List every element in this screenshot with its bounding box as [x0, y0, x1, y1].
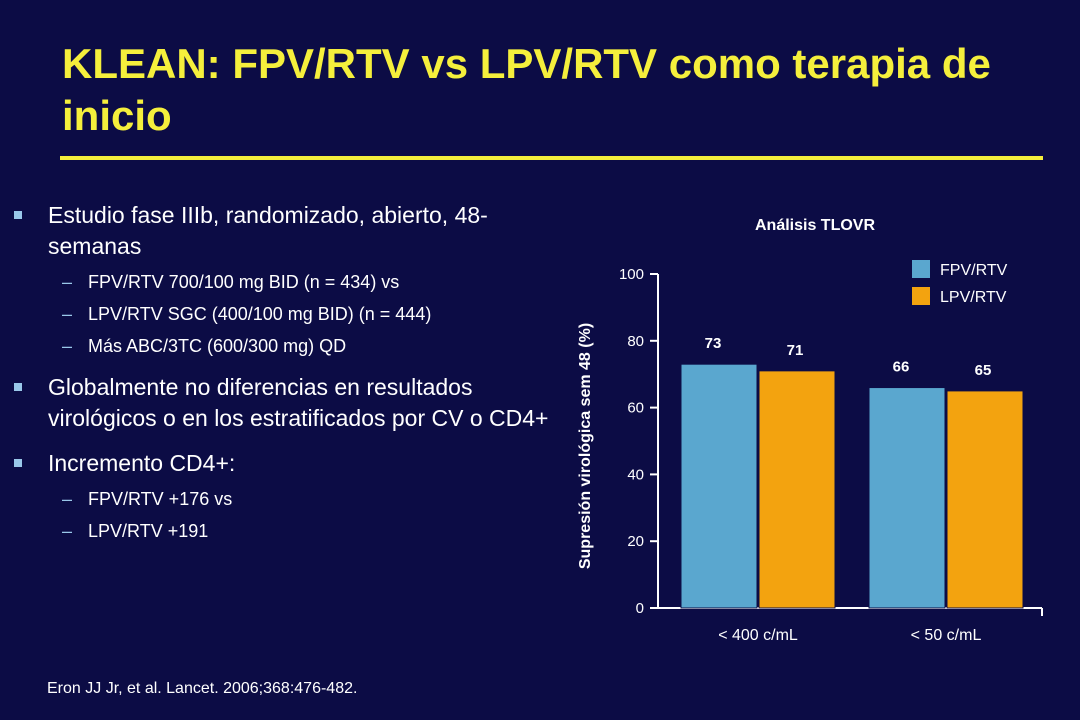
bullet-square-icon — [14, 211, 22, 219]
dash-icon: – — [62, 272, 73, 292]
y-tick-label: 100 — [619, 266, 644, 283]
bullet-study-design: Estudio fase IIIb, randomizado, abierto,… — [14, 200, 554, 262]
slide-title: KLEAN: FPV/RTV vs LPV/RTV como terapia d… — [62, 40, 991, 139]
dash-icon: – — [62, 489, 73, 509]
title-underline — [60, 156, 1043, 160]
chart-title: Análisis TLOVR — [755, 217, 875, 234]
bullet-square-icon — [14, 383, 22, 391]
bullet-cd4-increase: Incremento CD4+: — [14, 448, 554, 479]
dash-icon: – — [62, 521, 73, 541]
sub-bullet-text: Más ABC/3TC (600/300 mg) QD — [88, 336, 347, 356]
bar-chart: Análisis TLOVR Supresión virológica sem 4… — [577, 217, 1043, 644]
bullet-list: Estudio fase IIIb, randomizado, abierto,… — [14, 200, 554, 543]
bar-data-label: 66 — [893, 359, 910, 376]
bullet-text: Estudio fase IIIb, randomizado, abierto,… — [48, 202, 488, 259]
bar — [946, 390, 1024, 609]
bullet-no-differences: Globalmente no diferencias en resultados… — [14, 372, 554, 434]
bar — [758, 370, 836, 609]
citation: Eron JJ Jr, et al. Lancet. 2006;368:476-… — [47, 680, 358, 697]
legend-label: FPV/RTV — [940, 262, 1008, 279]
dash-icon: – — [62, 336, 73, 356]
x-category-label: < 400 c/mL — [718, 627, 798, 644]
bar-data-label: 73 — [705, 335, 722, 352]
legend-label: LPV/RTV — [940, 289, 1007, 306]
bar-data-label: 65 — [975, 362, 992, 379]
sub-bullet-text: LPV/RTV +191 — [88, 521, 209, 541]
legend-swatch — [912, 260, 930, 278]
y-tick-label: 60 — [627, 400, 644, 417]
dash-icon: – — [62, 304, 73, 324]
sub-bullet-text: FPV/RTV +176 vs — [88, 489, 233, 509]
bullet-square-icon — [14, 459, 22, 467]
sub-bullet-fpv-dose: – FPV/RTV 700/100 mg BID (n = 434) vs — [14, 270, 554, 294]
bullet-text: Globalmente no diferencias en resultados… — [48, 374, 549, 431]
sub-bullet-backbone: – Más ABC/3TC (600/300 mg) QD — [14, 334, 554, 358]
bar — [680, 363, 758, 609]
bar-data-label: 71 — [787, 342, 804, 359]
sub-bullet-text: FPV/RTV 700/100 mg BID (n = 434) vs — [88, 272, 400, 292]
y-axis-label: Supresión virológica sem 48 (%) — [577, 323, 594, 569]
sub-bullet-lpv-cd4: – LPV/RTV +191 — [14, 519, 554, 543]
y-tick-label: 20 — [627, 533, 644, 550]
x-category-label: < 50 c/mL — [911, 627, 982, 644]
bar — [868, 387, 946, 609]
y-tick-label: 40 — [627, 466, 644, 483]
sub-bullet-text: LPV/RTV SGC (400/100 mg BID) (n = 444) — [88, 304, 432, 324]
sub-bullet-fpv-cd4: – FPV/RTV +176 vs — [14, 487, 554, 511]
legend-swatch — [912, 287, 930, 305]
y-tick-label: 80 — [627, 333, 644, 350]
y-tick-label: 0 — [636, 600, 644, 617]
bullet-text: Incremento CD4+: — [48, 450, 236, 476]
sub-bullet-lpv-dose: – LPV/RTV SGC (400/100 mg BID) (n = 444) — [14, 302, 554, 326]
